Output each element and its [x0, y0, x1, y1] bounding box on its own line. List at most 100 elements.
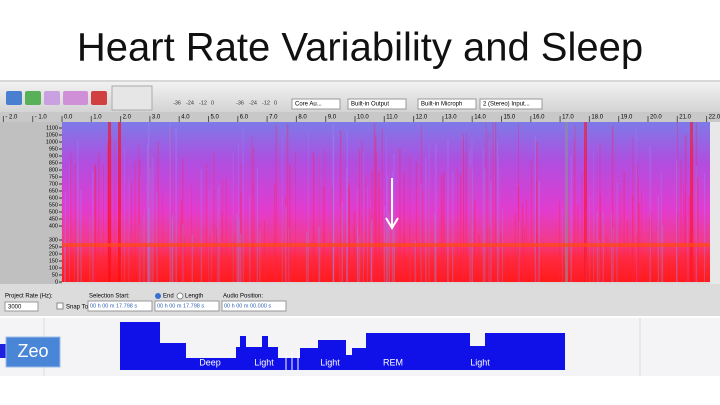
stage-label: Light [470, 357, 490, 367]
slide-title: Heart Rate Variability and Sleep [77, 26, 643, 70]
host-select[interactable] [291, 98, 341, 110]
timeline-label: 4.0 [181, 115, 190, 121]
label: Snap To [66, 305, 89, 311]
zeo-label: Zeo [17, 341, 48, 361]
frequency-axis: 1100105010009509008508007507006506005505… [46, 125, 62, 285]
spectrogram [62, 122, 710, 282]
frequency-label: 600 [49, 195, 58, 201]
spectrogram-column [108, 122, 111, 282]
time-field[interactable] [87, 300, 153, 312]
play-button[interactable] [25, 91, 41, 105]
arrow [385, 178, 399, 230]
spectrogram-column [118, 122, 121, 282]
length-radio[interactable] [176, 292, 184, 300]
timeline-label: 17.0 [562, 115, 574, 121]
timeline-label: 15.0 [504, 115, 516, 121]
timeline-label: 13.0 [445, 115, 457, 121]
timeline-label: 20.0 [650, 115, 662, 121]
stage-label: Deep [199, 357, 221, 367]
end-radio[interactable] [155, 293, 161, 299]
frequency-label: 500 [49, 209, 58, 215]
frequency-label: 800 [49, 167, 58, 173]
input-text: Built-in Microph [421, 102, 462, 108]
stage-label: REM [383, 357, 403, 367]
timeline-label: 9.0 [328, 115, 337, 121]
meter-tick: 0 [211, 100, 214, 106]
track-panel [0, 122, 62, 284]
timeline-label: 21.0 [679, 115, 691, 121]
host-text: Core Au... [295, 102, 322, 108]
label: Audio Position: [223, 294, 263, 300]
scrollbar[interactable] [710, 122, 720, 284]
timeline-label: - 1.0 [35, 115, 48, 121]
timeline-label: - 2.0 [5, 115, 18, 121]
channels-select[interactable] [479, 98, 543, 110]
meter-tick: -24 [186, 100, 194, 106]
tools-panel[interactable] [111, 85, 153, 111]
spectrogram-column [565, 122, 568, 282]
time-field[interactable] [221, 300, 287, 312]
timeline-label: 1.0 [93, 115, 102, 121]
label: Selection Start: [89, 294, 130, 300]
spectrogram-column [584, 122, 587, 282]
frequency-label: 250 [49, 244, 58, 250]
pause-button[interactable] [6, 91, 22, 105]
label: Length [185, 294, 203, 300]
label: End [163, 294, 174, 300]
timeline-label: 5.0 [211, 115, 220, 121]
rate-select[interactable] [4, 301, 39, 312]
frequency-label: 950 [49, 146, 58, 152]
timeline [0, 112, 720, 122]
spectrogram-texture [61, 122, 706, 282]
timeline-label: 10.0 [357, 115, 369, 121]
timeline-label: 14.0 [474, 115, 486, 121]
label: Project Rate (Hz): [5, 294, 53, 300]
snap-checkbox[interactable] [56, 302, 64, 310]
record-button[interactable] [91, 91, 107, 105]
meter-tick: -36 [236, 100, 244, 106]
rate-value: 3000 [8, 305, 22, 311]
frequency-label: 1100 [46, 125, 58, 131]
stage-labels: Deep Light Light REM Light [199, 357, 490, 367]
frequency-label: 850 [49, 160, 58, 166]
frequency-label: 200 [49, 251, 58, 257]
frequency-label: 100 [49, 265, 58, 271]
meter-tick: 0 [274, 100, 277, 106]
output-select[interactable] [347, 98, 407, 110]
time-value: 00 h 00 m 17.798 s [157, 303, 204, 309]
frequency-label: 300 [49, 237, 58, 243]
timeline-label: 19.0 [621, 115, 633, 121]
input-select[interactable] [417, 98, 477, 110]
hypnogram-edge [0, 344, 8, 358]
frequency-label: 550 [49, 202, 58, 208]
timeline-label: 2.0 [123, 115, 132, 121]
spectrogram-column [690, 122, 693, 282]
timeline-label: 6.0 [240, 115, 249, 121]
skip-end-button[interactable] [72, 91, 88, 105]
timeline-label: 18.0 [591, 115, 603, 121]
timeline-label: 7.0 [269, 115, 278, 121]
timeline-label: 22.0 [709, 115, 720, 121]
meter-tick: -24 [249, 100, 257, 106]
hypnogram [120, 322, 565, 370]
time-field[interactable] [154, 300, 220, 312]
meter-tick: -12 [199, 100, 207, 106]
frequency-label: 1000 [46, 139, 58, 145]
timeline-label: 12.0 [416, 115, 428, 121]
channels-text: 2 (Stereo) Input... [483, 102, 530, 108]
stage-label: Light [254, 357, 274, 367]
time-value: 00 h 00 m 00.000 s [224, 303, 271, 309]
meter-tick: -36 [173, 100, 181, 106]
time-value: 00 h 00 m 17.798 s [90, 303, 137, 309]
stage-label: Light [320, 357, 340, 367]
meter-tick: -12 [262, 100, 270, 106]
frequency-label: 0 [55, 279, 58, 285]
stop-button[interactable] [44, 91, 60, 105]
timeline-ticks: - 2.0 - 1.0 0.0 1.0 2.0 3.0 4.0 5.0 6.0 7.0 8.0 9.0… [2, 115, 720, 122]
heart-rate-band [62, 243, 710, 247]
timeline-label: 8.0 [298, 115, 307, 121]
timeline-label: 0.0 [64, 115, 73, 121]
transport-buttons [6, 91, 107, 105]
